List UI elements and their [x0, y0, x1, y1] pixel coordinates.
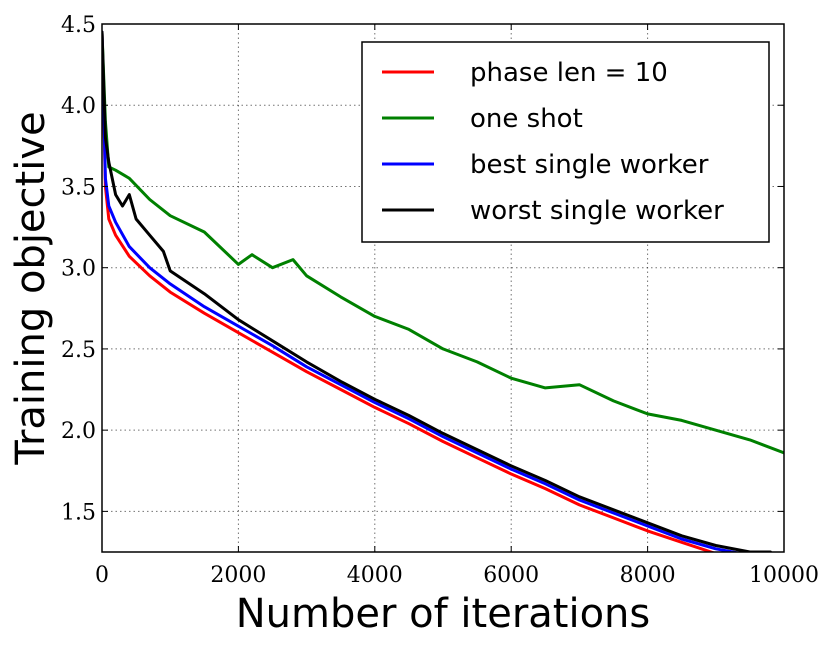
x-tick-label: 10000: [749, 563, 819, 588]
x-tick-label: 8000: [620, 563, 676, 588]
legend-item: best single worker: [382, 150, 709, 180]
y-tick-label: 4.5: [61, 13, 96, 38]
series-line-0: [102, 30, 716, 552]
y-tick-label: 2.5: [61, 338, 96, 363]
y-tick-label: 4.0: [61, 94, 96, 119]
legend-label: worst single worker: [470, 196, 724, 226]
legend-item: phase len = 10: [382, 58, 668, 88]
y-tick-label: 3.0: [61, 257, 96, 282]
x-tick-label: 0: [95, 563, 109, 588]
y-tick-label: 1.5: [61, 500, 96, 525]
plot-frame: [101, 23, 785, 553]
series-line-1: [102, 30, 784, 455]
x-tick-label: 6000: [483, 563, 539, 588]
x-tick-label: 2000: [210, 563, 266, 588]
y-axis-title: Training objective: [8, 111, 54, 465]
legend-item: worst single worker: [382, 196, 724, 226]
legend-label: one shot: [470, 104, 583, 134]
series-lines: [102, 30, 784, 552]
y-tick-label: 3.5: [61, 175, 96, 200]
series-line-2: [102, 30, 741, 552]
x-tick-label: 4000: [347, 563, 403, 588]
legend-item: one shot: [382, 104, 583, 134]
legend-label: best single worker: [470, 150, 709, 180]
y-tick-label: 2.0: [61, 419, 96, 444]
x-axis-title: Number of iterations: [236, 591, 651, 637]
series-line-3: [102, 30, 772, 552]
axis-ticks: 0 2000 4000 6000 8000 10000 1.5 2.0 2.5 3.0 3.5 4.0…: [61, 13, 819, 588]
legend-label: phase len = 10: [470, 58, 668, 88]
legend: phase len = 10 one shot best single worker…: [361, 41, 770, 243]
